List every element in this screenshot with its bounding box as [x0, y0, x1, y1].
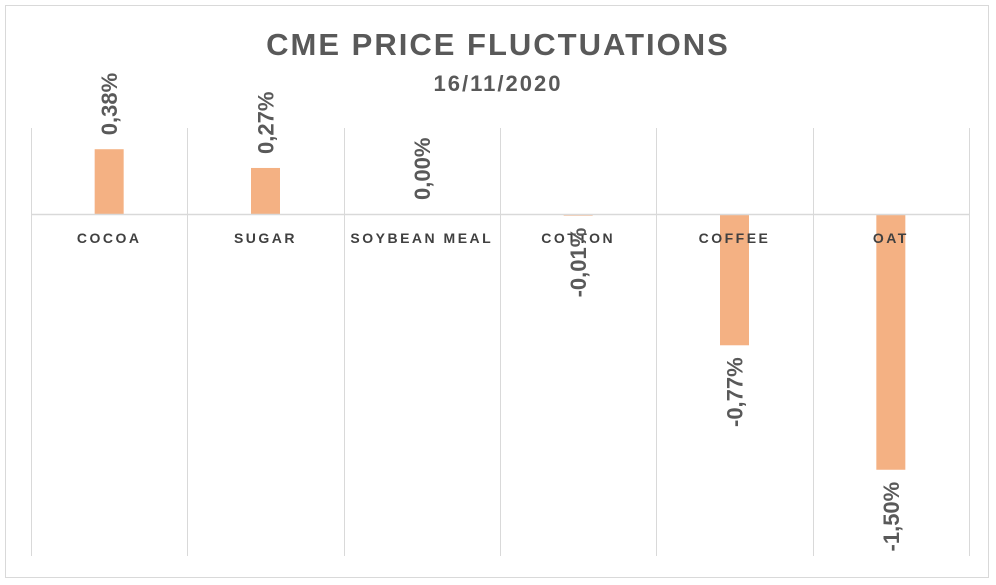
data-label: 0,00%: [410, 138, 435, 200]
bar-coffee: [720, 214, 749, 346]
data-label: 0,38%: [97, 73, 122, 135]
category-label: COFFEE: [699, 230, 771, 246]
category-label: COTTON: [541, 230, 615, 246]
chart-frame: [5, 5, 989, 578]
data-label: -1,50%: [879, 482, 904, 552]
data-label: -0,01%: [566, 228, 591, 298]
chart-subtitle: 16/11/2020: [433, 71, 563, 96]
data-label: -0,77%: [723, 357, 748, 427]
data-label: 0,27%: [254, 92, 279, 154]
chart-title: CME PRICE FLUCTUATIONS: [266, 27, 730, 62]
category-label: SOYBEAN MEAL: [350, 230, 493, 246]
bar-sugar: [251, 167, 280, 214]
category-label: SUGAR: [234, 230, 297, 246]
category-label: COCOA: [77, 230, 142, 246]
category-label: OAT: [873, 230, 909, 246]
bar-oat: [876, 214, 906, 470]
bar-cocoa: [94, 149, 124, 214]
